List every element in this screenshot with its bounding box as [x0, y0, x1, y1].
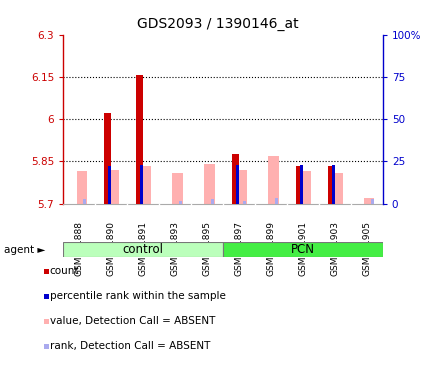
Text: GSM111888: GSM111888 — [74, 221, 83, 276]
Text: GSM111893: GSM111893 — [170, 221, 179, 276]
Bar — [299, 171, 310, 204]
Bar — [136, 75, 143, 204]
Bar — [108, 166, 111, 204]
Bar — [268, 156, 278, 204]
Bar — [104, 113, 111, 204]
Text: PCN: PCN — [290, 243, 314, 256]
Bar — [222, 242, 382, 257]
Text: GSM111905: GSM111905 — [362, 221, 371, 276]
Bar — [332, 172, 342, 204]
Bar — [204, 164, 214, 204]
Bar — [299, 165, 302, 204]
Bar — [140, 165, 143, 204]
Text: GSM111890: GSM111890 — [106, 221, 115, 276]
Bar — [232, 154, 239, 204]
Text: percentile rank within the sample: percentile rank within the sample — [49, 291, 225, 301]
Bar — [179, 201, 182, 204]
Text: GSM111899: GSM111899 — [266, 221, 275, 276]
Bar — [236, 165, 239, 204]
Bar — [236, 170, 246, 204]
Bar — [363, 198, 374, 204]
Text: GSM111895: GSM111895 — [202, 221, 211, 276]
Bar — [370, 199, 373, 204]
Text: agent ►: agent ► — [4, 245, 46, 255]
Text: GSM111897: GSM111897 — [234, 221, 243, 276]
Bar — [331, 165, 334, 204]
Text: value, Detection Call = ABSENT: value, Detection Call = ABSENT — [49, 316, 215, 326]
Text: GSM111891: GSM111891 — [138, 221, 147, 276]
Bar — [327, 166, 334, 204]
Bar — [210, 199, 214, 204]
Bar — [63, 242, 223, 257]
Bar — [172, 172, 182, 204]
Text: GSM111901: GSM111901 — [298, 221, 307, 276]
Text: GDS2093 / 1390146_at: GDS2093 / 1390146_at — [136, 17, 298, 31]
Text: control: control — [122, 243, 163, 256]
Bar — [243, 201, 246, 204]
Bar — [296, 166, 302, 204]
Text: count: count — [49, 266, 79, 276]
Text: GSM111903: GSM111903 — [329, 221, 339, 276]
Bar — [76, 171, 86, 204]
Text: rank, Detection Call = ABSENT: rank, Detection Call = ABSENT — [49, 341, 210, 351]
Bar — [140, 166, 150, 204]
Bar — [274, 198, 278, 204]
Bar — [83, 199, 86, 204]
Bar — [108, 170, 118, 204]
